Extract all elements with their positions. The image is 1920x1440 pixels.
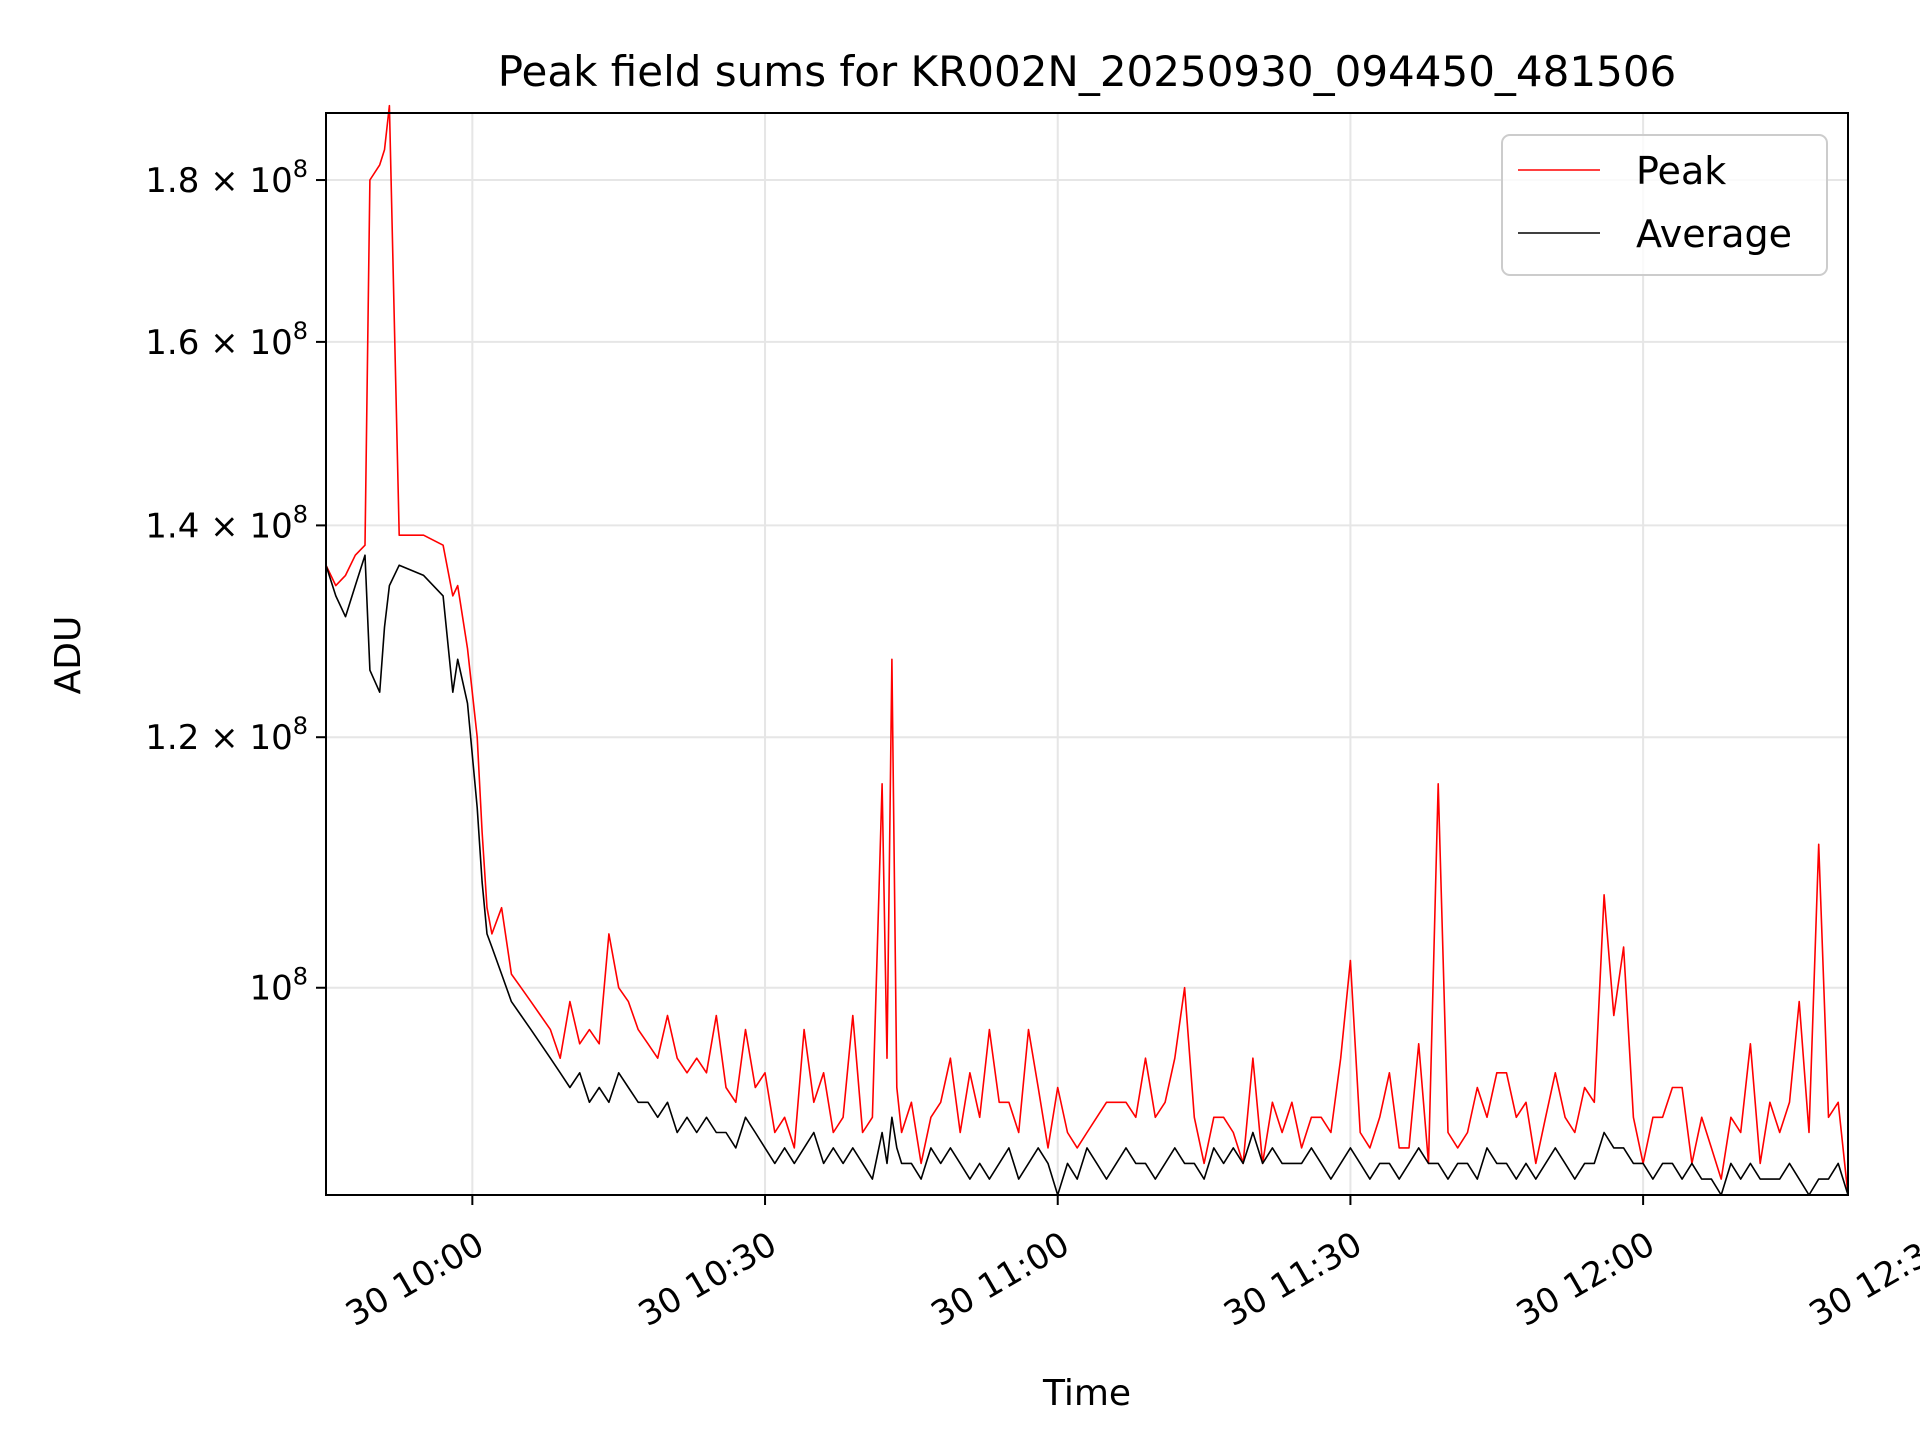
series-layer (325, 104, 1849, 1196)
legend-label-peak: Peak (1636, 149, 1726, 193)
y-tick-label: 1.6 × 108 (145, 317, 308, 363)
y-tick-label: 108 (249, 963, 308, 1009)
y-axis-label: ADU (48, 616, 89, 695)
legend: Peak Average (1501, 134, 1828, 276)
y-tick-label: 1.8 × 108 (145, 155, 308, 201)
legend-label-average: Average (1636, 212, 1792, 256)
x-axis-label: Time (1042, 1373, 1131, 1414)
chart-title: Peak field sums for KR002N_20250930_0944… (498, 47, 1677, 96)
y-tick-label: 1.4 × 108 (145, 500, 308, 546)
series-line-peak (325, 104, 1849, 1196)
y-tick-label: 1.2 × 108 (145, 712, 308, 758)
series-line-average (325, 554, 1849, 1196)
plot-frame (325, 112, 1849, 1196)
